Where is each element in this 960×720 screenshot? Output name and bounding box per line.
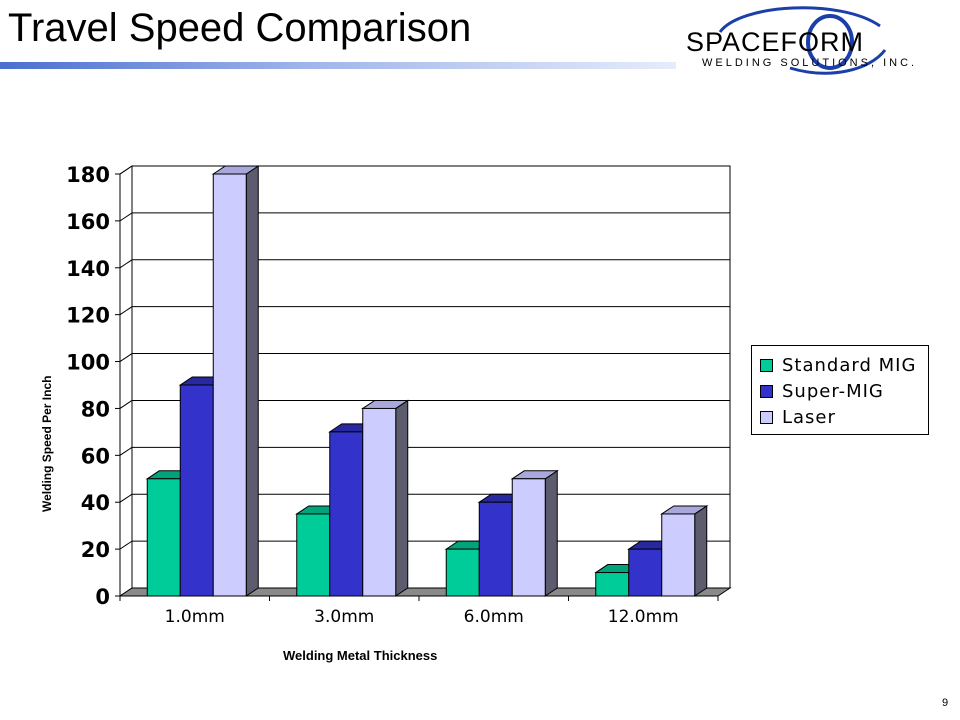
y-axis-label: Welding Speed Per Inch: [40, 375, 54, 512]
plot-side-wall: [119, 165, 133, 597]
legend-label: Super-MIG: [782, 380, 884, 402]
legend-item: Super-MIG: [760, 378, 928, 404]
gridline-side: [119, 353, 133, 362]
legend-item: Laser: [760, 404, 928, 430]
y-tick-label: 120: [66, 304, 110, 328]
bar-front-face: [179, 384, 214, 597]
bar-side-face: [694, 505, 708, 597]
gridline-side: [119, 493, 133, 503]
gridline-side: [119, 446, 133, 456]
gridline-side: [119, 165, 133, 175]
gridline-side: [119, 306, 133, 316]
bar-side-face: [395, 399, 409, 597]
x-tick-label: 3.0mm: [314, 607, 374, 627]
y-tick-label: 60: [81, 444, 110, 468]
bar-front-face: [445, 548, 480, 597]
bar-front-face: [362, 407, 397, 597]
bar-side-face: [245, 165, 259, 597]
logo-wordmark: SPACEFORM: [686, 27, 864, 57]
bar-front-face: [661, 513, 696, 597]
y-tick-label: 40: [81, 491, 110, 515]
legend-swatch: [760, 358, 773, 372]
bar-front-face: [595, 572, 630, 597]
bar: [660, 505, 709, 597]
bar-front-face: [296, 513, 331, 597]
y-tick-label: 20: [81, 538, 110, 562]
legend-swatch: [760, 384, 773, 398]
bar-front-face: [478, 501, 513, 597]
legend-item: Standard MIG: [760, 352, 928, 378]
bar-front-face: [146, 478, 181, 597]
bar: [510, 469, 559, 597]
page-number: 9: [942, 697, 949, 709]
y-tick-label: 100: [66, 351, 110, 375]
bar: [211, 165, 260, 597]
slide-title: Travel Speed Comparison: [8, 6, 472, 50]
logo-tagline: WELDING SOLUTIONS, INC.: [702, 57, 917, 69]
y-tick-label: 160: [66, 210, 110, 234]
x-axis-label: Welding Metal Thickness: [283, 648, 438, 663]
x-tick-label: 6.0mm: [464, 607, 524, 627]
legend-swatch: [760, 410, 773, 424]
legend-label: Laser: [782, 406, 836, 428]
bar-front-face: [329, 431, 364, 597]
gridline-side: [119, 212, 133, 222]
gridline-side: [119, 400, 133, 409]
y-tick-label: 180: [66, 163, 110, 187]
bar-front-face: [212, 173, 247, 597]
x-tick-label: 1.0mm: [165, 607, 225, 627]
y-tick-label: 140: [66, 257, 110, 281]
gridline-side: [119, 540, 133, 550]
x-tick-label: 12.0mm: [608, 607, 679, 627]
y-tick-label: 80: [81, 397, 110, 421]
spaceform-logo: SPACEFORM WELDING SOLUTIONS, INC.: [686, 6, 917, 75]
bar-front-face: [628, 548, 663, 597]
legend-label: Standard MIG: [782, 354, 917, 376]
chart-legend: Standard MIG Super-MIG Laser: [751, 345, 929, 435]
bar-side-face: [544, 469, 558, 597]
title-underline-bar: [0, 62, 676, 69]
bar: [361, 399, 410, 597]
gridline-side: [119, 259, 133, 269]
bar-front-face: [511, 478, 546, 597]
y-tick-label: 0: [95, 585, 110, 609]
